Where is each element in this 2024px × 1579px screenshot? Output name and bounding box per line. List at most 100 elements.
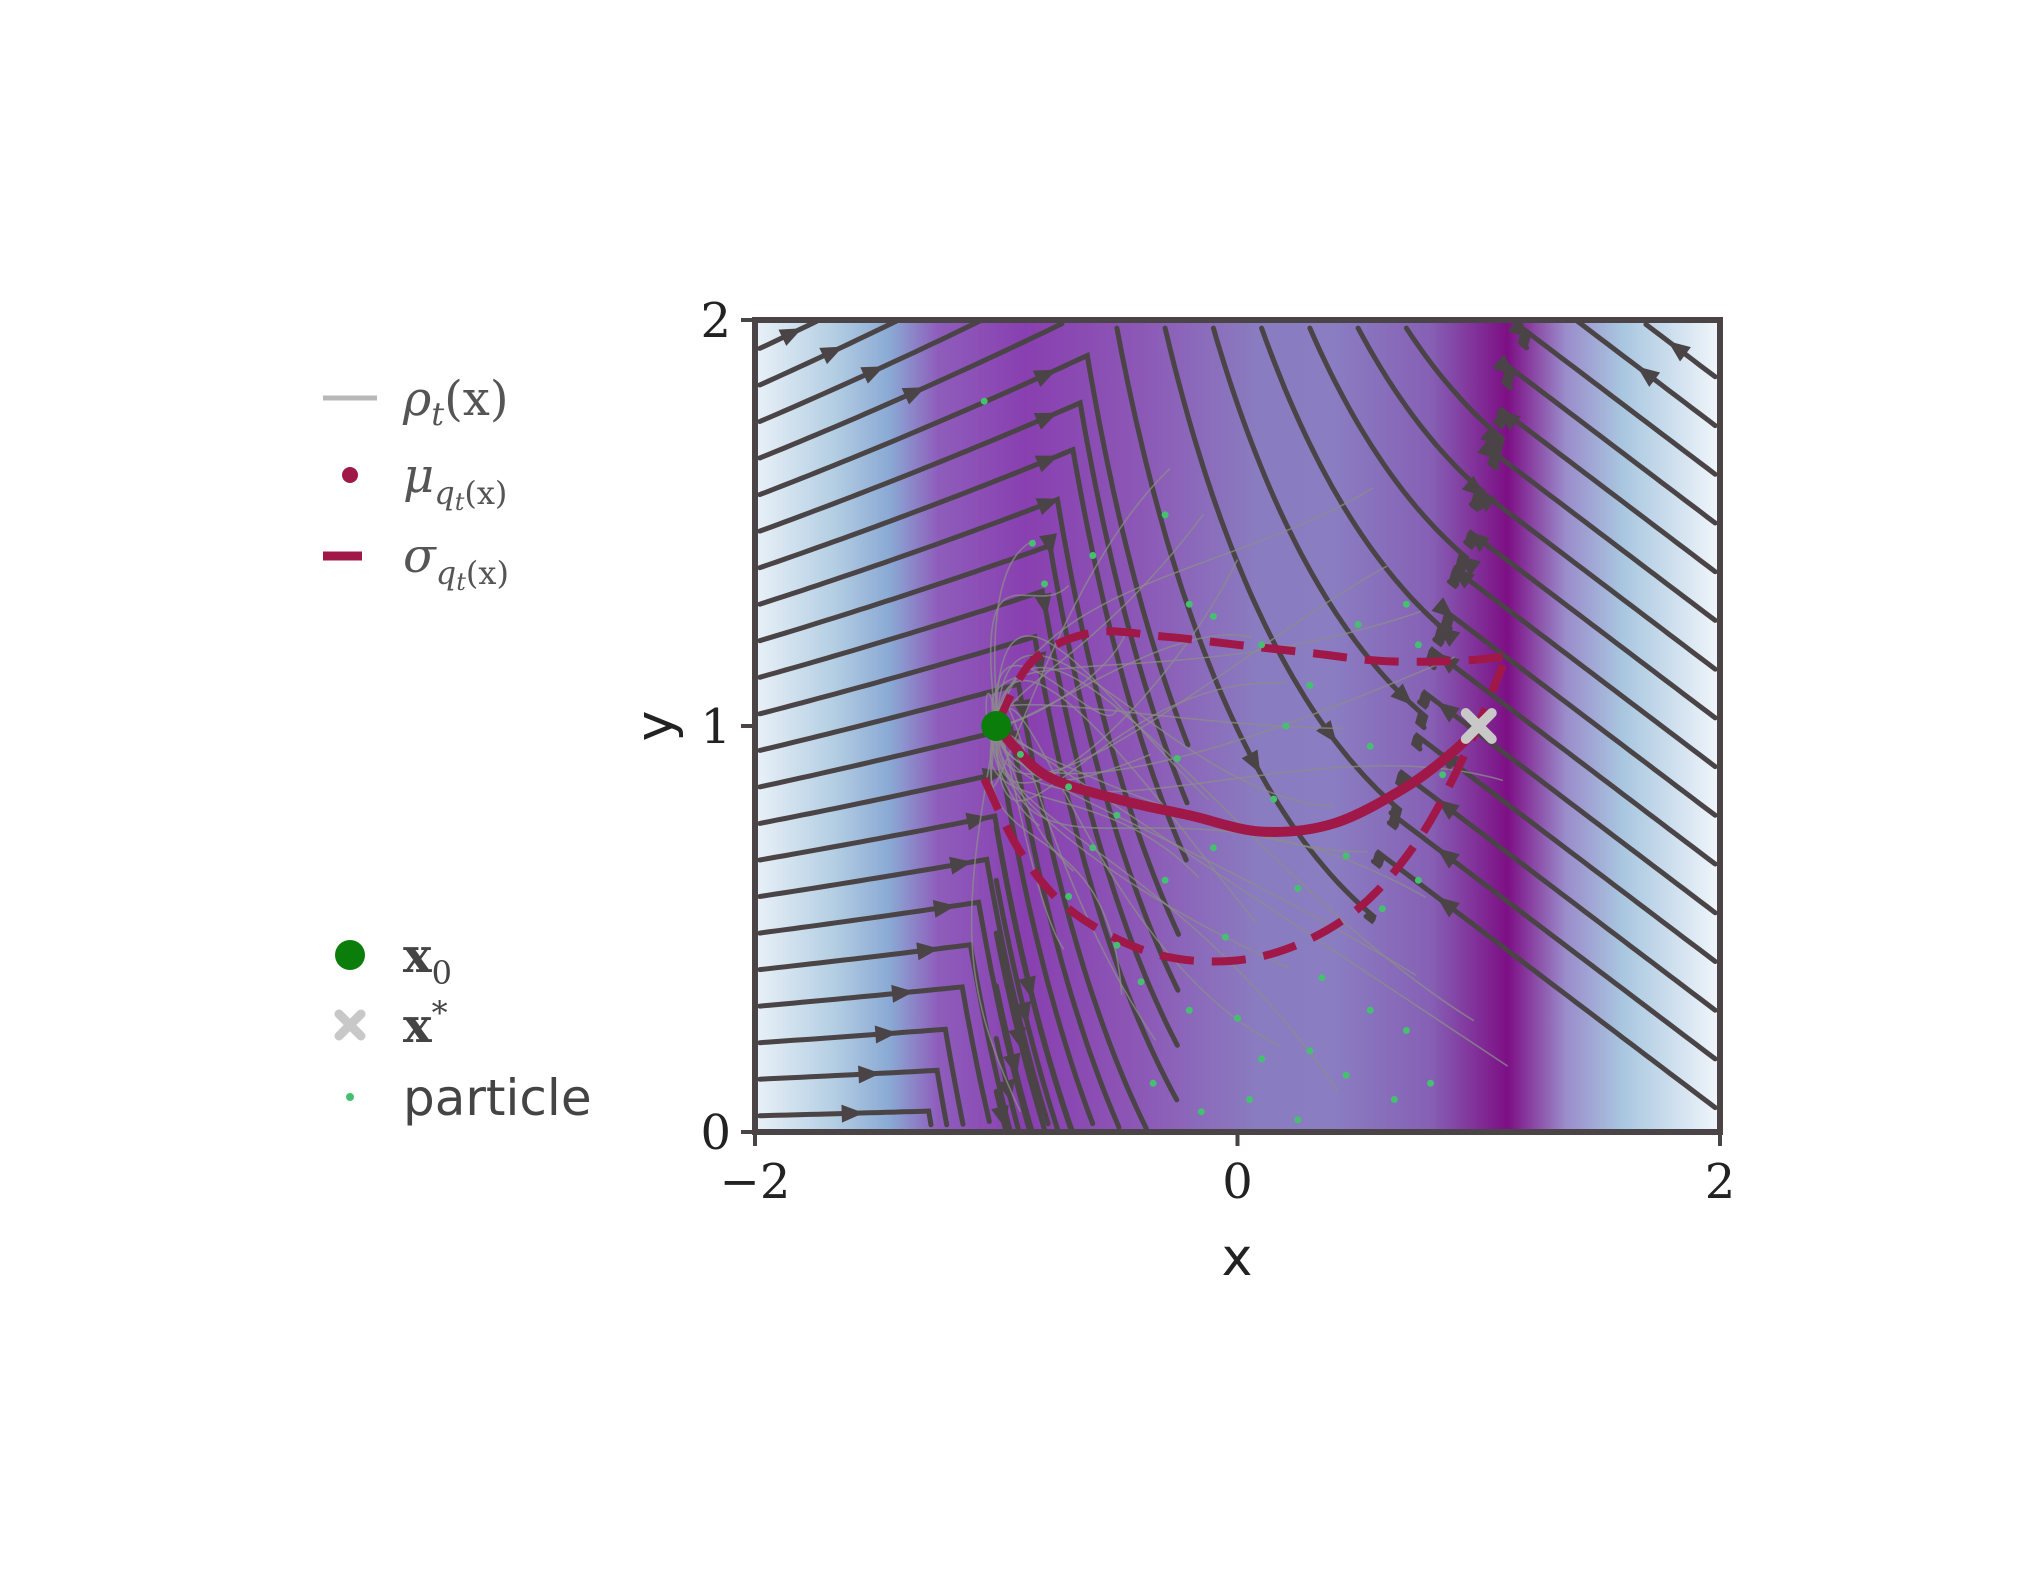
streamline-arrow: [991, 1104, 1009, 1129]
streamline-arrow: [1034, 455, 1059, 473]
particle-point: [1028, 539, 1036, 547]
streamline-arrow: [1437, 626, 1461, 647]
streamline-arrow: [858, 1065, 881, 1084]
density-trajectory: [995, 635, 1210, 801]
particle-point: [1185, 600, 1193, 608]
particle-point: [1065, 783, 1073, 791]
particle-point: [1366, 742, 1374, 750]
sigma-layer: [980, 627, 1507, 966]
particle-point: [1185, 1006, 1193, 1014]
streamline-arrow: [949, 856, 973, 875]
particle-point: [1016, 750, 1024, 758]
particle-point: [1318, 974, 1326, 982]
particle-point: [1173, 755, 1181, 762]
particle-point: [1041, 580, 1048, 588]
x-tick-label: −2: [720, 1154, 791, 1210]
particle-point: [1342, 1071, 1350, 1079]
legend-sigma-tail: (x): [466, 554, 509, 592]
density-trajectory: [994, 664, 1118, 727]
density-trajectory: [990, 468, 1171, 788]
streamline-arrow: [1507, 320, 1531, 339]
particle-point: [1414, 641, 1422, 649]
density-trajectory: [995, 654, 1335, 808]
streamline-arrow: [1467, 531, 1491, 553]
streamline-arrow: [860, 366, 885, 384]
particle-point: [1294, 1116, 1302, 1124]
legend-bottom: x0 x* particle: [334, 928, 592, 1127]
streamline-arrow: [1241, 749, 1261, 774]
streamline-arrow: [1033, 412, 1058, 430]
streamline-arrow: [1002, 1052, 1021, 1077]
streamline-arrow: [1316, 720, 1337, 744]
legend-sigma-base: σ: [403, 528, 437, 584]
streamline-arrow: [841, 1104, 864, 1123]
density-trajectory: [989, 725, 1200, 879]
legend-sigma-label: σqt(x): [403, 528, 509, 596]
particle-point: [1258, 1055, 1266, 1063]
streamline-arrow: [1458, 555, 1482, 576]
streamline-arrow: [916, 942, 940, 961]
mean-curve: [991, 721, 1484, 837]
streamline-arrow: [1667, 341, 1691, 362]
x-star-marker: [1460, 708, 1497, 744]
particle-point: [1246, 1096, 1254, 1103]
y-tick-label: 0: [700, 1105, 731, 1161]
sigma-lower-curve: [980, 663, 1507, 966]
density-trajectory: [995, 682, 1286, 802]
streamline-arrow: [891, 984, 915, 1003]
density-trajectory: [994, 725, 1417, 976]
legend-mu-dot: [342, 467, 358, 483]
legend-particle-label: particle: [403, 1069, 592, 1127]
streamline-arrow: [1480, 425, 1503, 447]
particle-point: [1149, 1079, 1157, 1087]
density-trajectory: [991, 610, 1422, 727]
streamline-arrow: [1497, 410, 1521, 431]
legend-mu-subsub: t: [455, 488, 465, 516]
density-trajectory: [996, 634, 1253, 727]
particle-point: [1089, 552, 1097, 559]
particle-point: [1294, 884, 1302, 892]
particle-point: [1209, 612, 1217, 620]
particle-point: [1342, 852, 1350, 860]
legend-sigma-sub: q: [436, 554, 456, 592]
particle-point: [1209, 844, 1217, 852]
legend-rho-base: ρ: [402, 371, 431, 427]
x-tick-label: 2: [1705, 1154, 1736, 1210]
density-trajectory: [995, 707, 1282, 1048]
particle-point: [1137, 978, 1145, 986]
x0-marker: [981, 711, 1012, 741]
streamline-arrow: [1492, 354, 1515, 376]
streamline-arrow: [1035, 498, 1060, 516]
streamline-arrow: [1013, 1001, 1031, 1025]
streamline-arrow: [1039, 533, 1057, 557]
particle-point: [1234, 1014, 1241, 1022]
density-trajectory: [995, 565, 1388, 775]
particle-point: [1306, 681, 1314, 689]
particle-point: [1282, 722, 1290, 730]
streamline-arrow: [1018, 975, 1036, 999]
particle-point: [1089, 844, 1097, 852]
y-axis-label: y: [625, 711, 685, 742]
legend-xstar-base: x: [403, 998, 432, 1054]
particle-point: [1258, 641, 1266, 649]
legend-mu-tail: (x): [464, 474, 507, 512]
particle-point: [1366, 1006, 1374, 1014]
particle-point: [1306, 1047, 1314, 1055]
streamline-arrow: [997, 1078, 1015, 1103]
streamline-arrow: [819, 346, 844, 365]
legend-x0-label: x0: [403, 928, 452, 992]
legend-top: ρt(x) μqt(x) σqt(x): [323, 371, 509, 596]
streamline-arrow: [1436, 896, 1460, 918]
particle-point: [1378, 905, 1386, 913]
legend-rho-tail: (x): [444, 371, 509, 427]
mean-layer: [991, 721, 1484, 837]
particle-point: [1161, 876, 1169, 884]
streamline-arrow: [901, 387, 926, 405]
legend-mu-label: μqt(x): [403, 448, 507, 516]
particle-point: [1414, 876, 1422, 884]
particle-point: [1113, 811, 1121, 819]
streamline-arrow: [1032, 369, 1057, 387]
y-tick-label: 2: [700, 293, 731, 349]
